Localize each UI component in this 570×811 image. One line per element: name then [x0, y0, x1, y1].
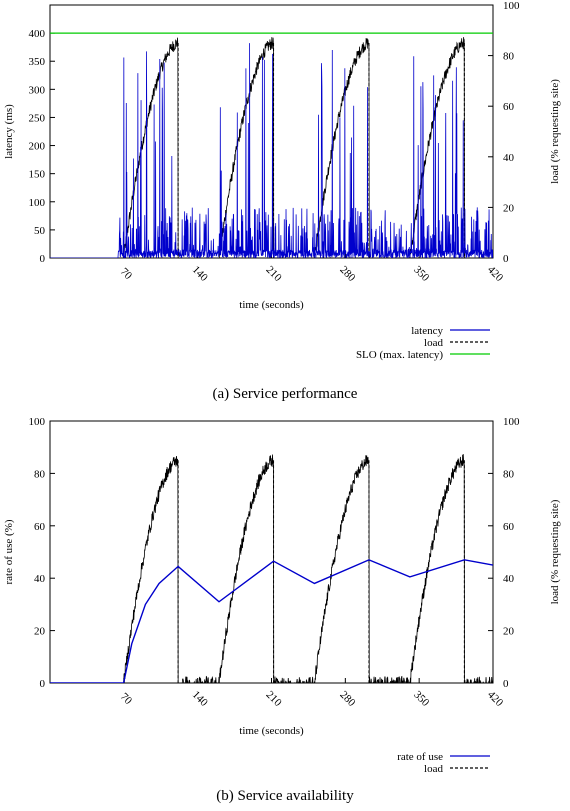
y2-axis-label: load (% requesting site) — [549, 499, 561, 604]
y-tick-label: 250 — [29, 112, 46, 124]
y-tick-label: 200 — [29, 141, 46, 153]
chart-availability: 0 20 40 60 80 100 0 20 40 60 80 100 70 140 210 280 350 42… — [3, 416, 561, 804]
y-tick-label: 0 — [40, 678, 46, 690]
x-tick-label: 350 — [411, 689, 432, 710]
legend-label: load — [424, 337, 443, 349]
plot-area — [50, 454, 493, 683]
y-tick-label: 80 — [34, 468, 46, 480]
x-tick-label: 140 — [190, 689, 211, 710]
y-tick-label: 0 — [40, 253, 46, 265]
y2-tick-label: 60 — [503, 521, 515, 533]
x-tick-label: 70 — [118, 266, 135, 283]
y-axis-label: latency (ms) — [3, 104, 15, 159]
series-load-line — [50, 454, 493, 683]
chart-caption: (b) Service availability — [216, 788, 354, 804]
chart-caption: (a) Service performance — [213, 386, 358, 402]
x-tick-label: 350 — [411, 264, 432, 285]
legend-label: load — [424, 763, 443, 775]
y2-tick-label: 20 — [503, 626, 515, 638]
y2-tick-label: 0 — [503, 678, 509, 690]
x-tick-label: 280 — [337, 689, 358, 710]
y2-axis-label: load (% requesting site) — [549, 79, 561, 184]
y-tick-label: 300 — [29, 84, 46, 96]
series-latency-line — [50, 43, 493, 258]
x-tick-label: 420 — [485, 689, 506, 710]
x-tick-label: 280 — [337, 264, 358, 285]
y-tick-label: 150 — [29, 169, 46, 181]
y-tick-label: 50 — [34, 225, 46, 237]
x-tick-label: 210 — [264, 264, 285, 285]
x-tick-label: 140 — [190, 264, 211, 285]
legend-label: latency — [411, 325, 443, 337]
legend-label: rate of use — [397, 751, 443, 763]
y2-tick-label: 100 — [503, 416, 520, 428]
y2-tick-label: 80 — [503, 51, 515, 63]
y2-tick-label: 40 — [503, 152, 515, 164]
y-tick-label: 400 — [29, 28, 46, 40]
series-load-line — [50, 37, 493, 258]
y-tick-label: 60 — [34, 521, 46, 533]
series-rate-of-use-line — [50, 559, 493, 683]
x-axis-label: time (seconds) — [239, 725, 304, 737]
y-tick-label: 100 — [29, 197, 46, 209]
y2-tick-label: 60 — [503, 101, 515, 113]
x-tick-label: 70 — [118, 691, 135, 708]
y2-tick-label: 40 — [503, 573, 515, 585]
x-axis-label: time (seconds) — [239, 299, 304, 311]
y2-tick-label: 20 — [503, 202, 515, 214]
y2-tick-label: 80 — [503, 468, 515, 480]
plot-area — [50, 32, 493, 258]
y2-tick-label: 100 — [503, 0, 520, 12]
x-tick-label: 420 — [485, 264, 506, 285]
y-tick-label: 100 — [29, 416, 46, 428]
y-tick-label: 20 — [34, 626, 46, 638]
y-axis-label: rate of use (%) — [3, 519, 15, 584]
chart-performance: 0 50 100 150 200 250 300 350 400 0 20 40 60 80 100 70 14… — [3, 0, 561, 402]
y-tick-label: 350 — [29, 56, 46, 68]
y2-tick-label: 0 — [503, 253, 509, 265]
legend-label: SLO (max. latency) — [356, 349, 443, 361]
x-tick-label: 210 — [264, 689, 285, 710]
y-tick-label: 40 — [34, 573, 46, 585]
